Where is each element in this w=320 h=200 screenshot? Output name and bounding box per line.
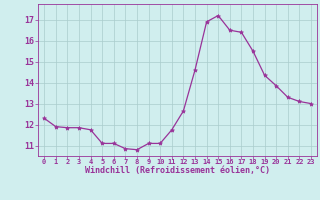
- X-axis label: Windchill (Refroidissement éolien,°C): Windchill (Refroidissement éolien,°C): [85, 166, 270, 175]
